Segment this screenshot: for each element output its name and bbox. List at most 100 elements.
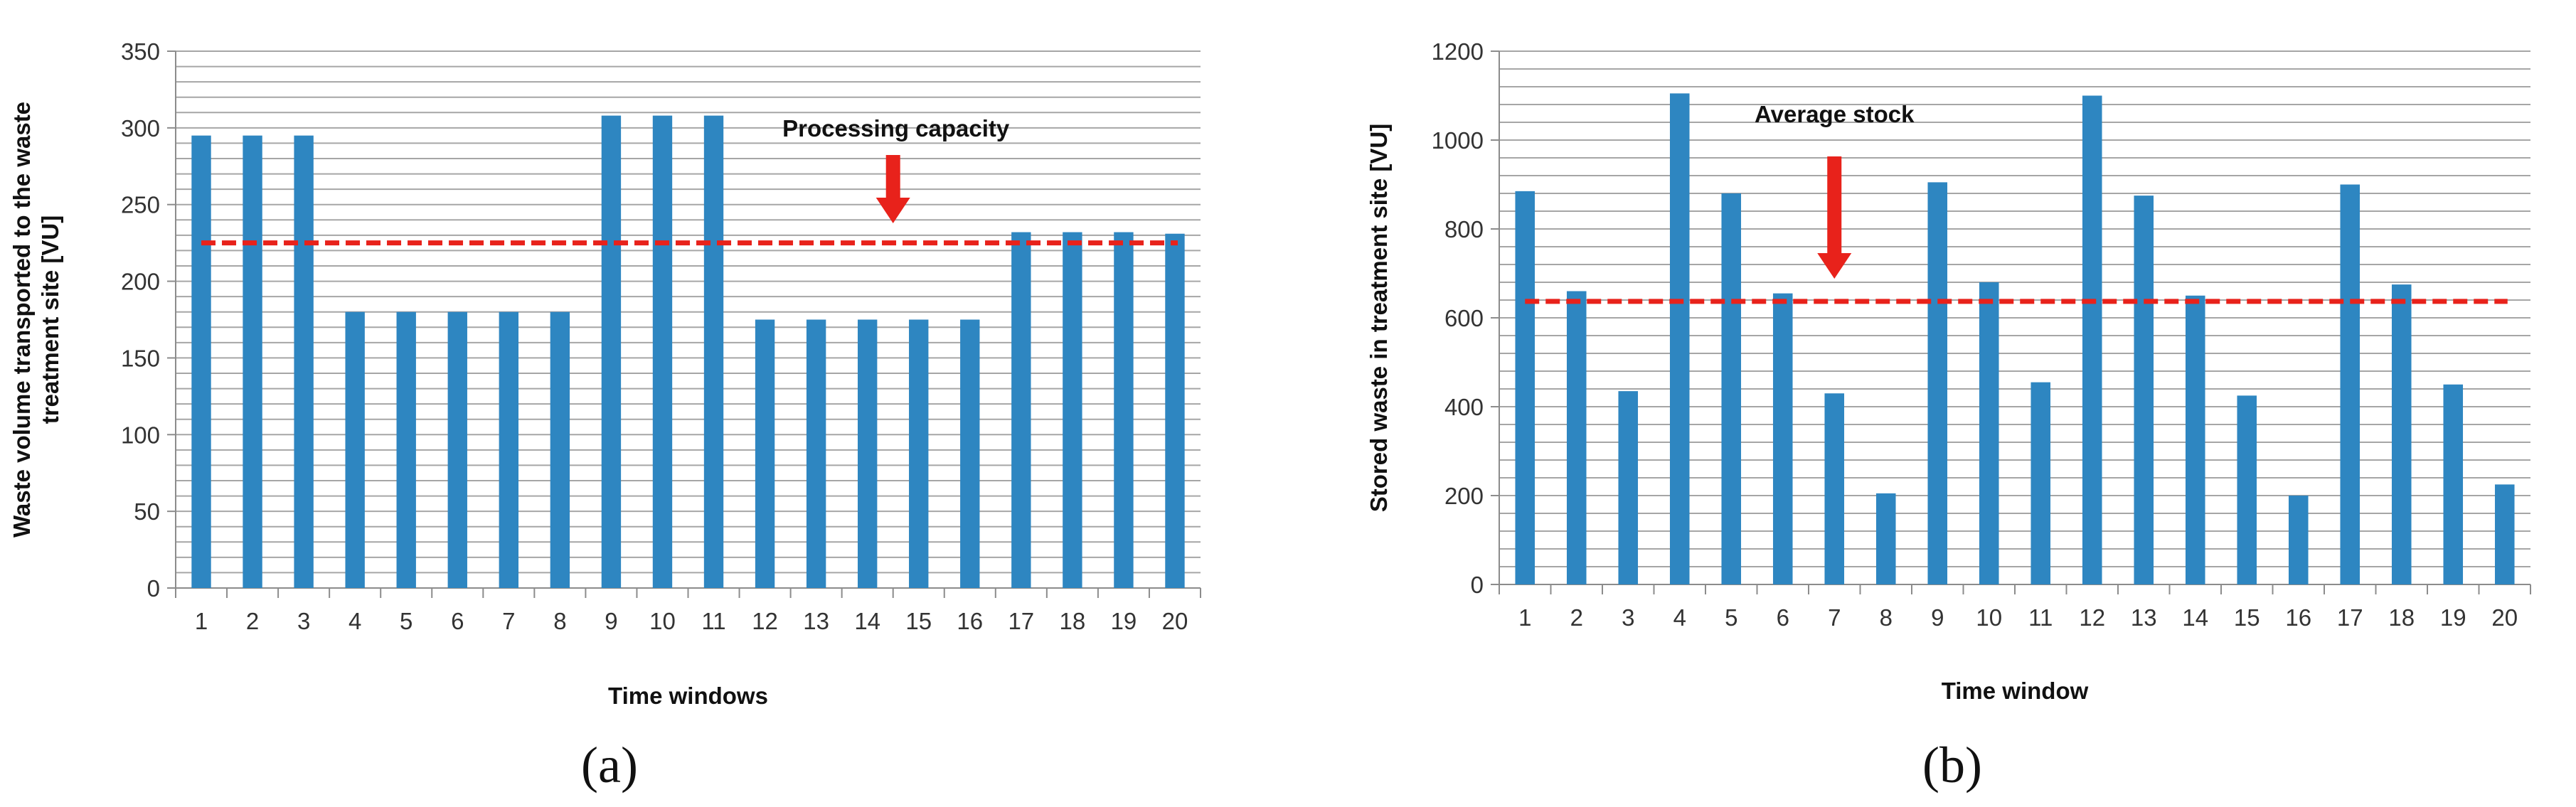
chart-a-bar bbox=[652, 115, 673, 589]
chart-b-bar bbox=[1618, 391, 1639, 584]
chart-a-x-tick-label: 14 bbox=[854, 608, 880, 634]
chart-a-bar bbox=[191, 135, 211, 589]
chart-a-bar bbox=[1011, 232, 1031, 588]
chart-a-y-tick-label: 150 bbox=[121, 345, 160, 371]
chart-a-x-tick-label: 12 bbox=[752, 608, 778, 634]
chart-a-x-axis-title: Time windows bbox=[608, 683, 768, 709]
chart-b-bar bbox=[2237, 395, 2257, 584]
chart-b-x-tick-label: 7 bbox=[1828, 604, 1841, 631]
chart-a-x-tick-label: 2 bbox=[246, 608, 259, 634]
chart-a-bar bbox=[345, 311, 365, 588]
chart-a-x-tick-label: 4 bbox=[348, 608, 361, 634]
chart-b-y-tick-label: 200 bbox=[1444, 483, 1484, 509]
chart-a-bar bbox=[294, 135, 314, 589]
chart-a-y-tick-label: 250 bbox=[121, 192, 160, 218]
chart-b-annotation-arrow bbox=[1817, 156, 1852, 279]
chart-b-bar bbox=[2391, 284, 2412, 584]
chart-b-bar bbox=[2031, 382, 2051, 584]
chart-a-x-tick-label: 3 bbox=[297, 608, 310, 634]
chart-a-bar bbox=[243, 135, 262, 589]
chart-a-x-tick-label: 13 bbox=[803, 608, 829, 634]
chart-a-y-tick-label: 0 bbox=[147, 575, 160, 602]
chart-b-bar bbox=[2288, 496, 2309, 584]
chart-b-bar bbox=[2494, 484, 2515, 584]
chart-a-x-tick-label: 19 bbox=[1111, 608, 1137, 634]
chart-b-x-tick-label: 3 bbox=[1622, 604, 1634, 631]
chart-b-x-tick-label: 16 bbox=[2285, 604, 2311, 631]
chart-b-bar bbox=[1515, 191, 1536, 584]
chart-b-x-tick-label: 14 bbox=[2182, 604, 2208, 631]
chart-a-x-tick-label: 9 bbox=[605, 608, 617, 634]
chart-b-panel-label: (b) bbox=[1922, 737, 1982, 793]
chart-b-x-tick-label: 12 bbox=[2079, 604, 2105, 631]
chart-b-x-tick-label: 9 bbox=[1931, 604, 1944, 631]
chart-a-y-axis-title: treatment site [VU] bbox=[37, 215, 63, 424]
chart-b-annotation-text: Average stock bbox=[1755, 101, 1915, 127]
chart-a-bar bbox=[550, 311, 570, 588]
chart-a-bar bbox=[1063, 232, 1082, 588]
chart-b-x-tick-label: 19 bbox=[2440, 604, 2466, 631]
chart-b-x-tick-label: 5 bbox=[1725, 604, 1737, 631]
chart-b-bar bbox=[2340, 184, 2361, 584]
chart-b-bar bbox=[2082, 95, 2102, 584]
chart-a-bar bbox=[447, 311, 467, 588]
chart-b-x-tick-label: 10 bbox=[1976, 604, 2002, 631]
chart-b-bar bbox=[2443, 384, 2464, 584]
chart-b-x-tick-label: 8 bbox=[1880, 604, 1893, 631]
chart-a-bar bbox=[499, 311, 519, 588]
chart-a-x-tick-label: 6 bbox=[451, 608, 464, 634]
chart-a-x-tick-label: 7 bbox=[502, 608, 515, 634]
chart-b-bar bbox=[1721, 193, 1742, 584]
chart-b-bar bbox=[1772, 293, 1793, 584]
chart-b-x-tick-label: 17 bbox=[2337, 604, 2363, 631]
chart-b-bar bbox=[1927, 182, 1948, 584]
chart-b-y-tick-label: 400 bbox=[1444, 394, 1484, 420]
chart-a-bar bbox=[396, 311, 416, 588]
chart-a-x-tick-label: 17 bbox=[1008, 608, 1034, 634]
chart-b-y-tick-label: 1200 bbox=[1432, 38, 1484, 65]
chart-b-bar bbox=[2185, 295, 2205, 584]
chart-b-bar bbox=[1669, 93, 1690, 584]
chart-a-y-axis-title: Waste volume transported to the waste bbox=[9, 102, 35, 538]
chart-b-y-tick-label: 600 bbox=[1444, 305, 1484, 331]
chart-a-bar bbox=[1114, 232, 1134, 588]
chart-a-x-tick-label: 8 bbox=[553, 608, 566, 634]
chart-a-y-tick-label: 300 bbox=[121, 115, 160, 141]
chart-b-x-tick-label: 11 bbox=[2028, 604, 2053, 631]
chart-a-bar bbox=[1165, 233, 1185, 588]
chart-a-bar bbox=[601, 115, 622, 589]
chart-b-bar bbox=[1875, 493, 1896, 584]
chart-a-bar bbox=[857, 319, 878, 588]
chart-b-bar bbox=[1824, 393, 1845, 584]
chart-b-x-axis-title: Time window bbox=[1942, 678, 2089, 704]
chart-a-y-tick-label: 200 bbox=[121, 269, 160, 295]
chart-a-annotation-text: Processing capacity bbox=[782, 115, 1010, 141]
chart-b-y-tick-label: 1000 bbox=[1432, 127, 1484, 154]
chart-b-x-tick-label: 6 bbox=[1777, 604, 1789, 631]
chart-a-x-tick-label: 15 bbox=[905, 608, 932, 634]
chart-a-y-tick-label: 350 bbox=[121, 38, 160, 65]
chart-a-bar bbox=[806, 319, 826, 588]
chart-a-y-tick-label: 50 bbox=[134, 498, 160, 525]
chart-b-x-tick-label: 2 bbox=[1570, 604, 1583, 631]
chart-b-y-tick-label: 0 bbox=[1471, 572, 1484, 598]
chart-a-panel-label: (a) bbox=[581, 737, 638, 793]
chart-b-x-tick-label: 15 bbox=[2234, 604, 2260, 631]
chart-a-x-tick-label: 11 bbox=[701, 608, 725, 634]
chart-b-x-tick-label: 4 bbox=[1673, 604, 1686, 631]
chart-a-bar bbox=[960, 319, 980, 588]
chart-a-y-tick-label: 100 bbox=[121, 422, 160, 448]
chart-b-x-tick-label: 13 bbox=[2131, 604, 2157, 631]
chart-b-bar bbox=[1979, 282, 1999, 584]
chart-a-bar bbox=[703, 115, 724, 589]
chart-b-bar bbox=[2134, 196, 2154, 584]
chart-a-x-tick-label: 1 bbox=[195, 608, 208, 634]
chart-a-bar bbox=[755, 319, 775, 588]
chart-a-bar bbox=[909, 319, 929, 588]
chart-b-x-tick-label: 20 bbox=[2491, 604, 2518, 631]
chart-b-y-tick-label: 800 bbox=[1444, 216, 1484, 242]
chart-b-x-tick-label: 1 bbox=[1518, 604, 1531, 631]
chart-a-annotation-arrow bbox=[875, 155, 910, 223]
chart-a-x-tick-label: 18 bbox=[1060, 608, 1086, 634]
